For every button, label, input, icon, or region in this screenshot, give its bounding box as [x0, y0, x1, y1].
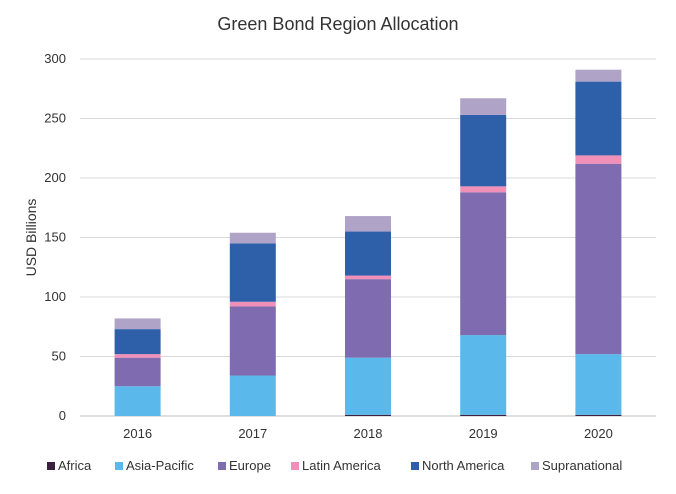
- bar-segment-europe: [114, 357, 161, 387]
- legend-swatch: [115, 462, 123, 470]
- legend-label: Supranational: [542, 458, 622, 473]
- x-tick-label: 2019: [469, 426, 498, 441]
- bar-segment-asia-pacific: [114, 386, 161, 416]
- legend-label: Latin America: [302, 458, 382, 473]
- bar-segment-supranational: [229, 232, 276, 244]
- bar-segment-europe: [575, 163, 622, 355]
- bar-segment-latin-america: [575, 155, 622, 164]
- bar-segment-supranational: [345, 216, 391, 232]
- bar-segment-supranational: [114, 318, 161, 330]
- y-tick-label: 300: [44, 51, 66, 66]
- y-tick-label: 250: [44, 111, 66, 126]
- bar-segment-asia-pacific: [575, 354, 622, 415]
- bar-segment-europe: [229, 306, 276, 376]
- legend-label: North America: [422, 458, 505, 473]
- bar-segment-latin-america: [345, 275, 391, 280]
- bar-segment-latin-america: [460, 186, 507, 193]
- bar-segment-asia-pacific: [460, 335, 507, 415]
- x-tick-label: 2018: [354, 426, 383, 441]
- y-axis-title: USD Billions: [23, 199, 39, 277]
- y-tick-label: 200: [44, 170, 66, 185]
- legend-swatch: [218, 462, 226, 470]
- y-tick-label: 150: [44, 230, 66, 245]
- legend-swatch: [411, 462, 419, 470]
- y-tick-label: 100: [44, 289, 66, 304]
- bar-segment-europe: [345, 279, 391, 358]
- bar-segment-asia-pacific: [345, 357, 391, 415]
- x-tick-label: 2016: [123, 426, 152, 441]
- bar-segment-africa: [345, 414, 391, 416]
- bar-segment-africa: [575, 414, 622, 416]
- legend-swatch: [531, 462, 539, 470]
- x-tick-label: 2017: [238, 426, 267, 441]
- y-tick-label: 50: [52, 349, 66, 364]
- chart-title: Green Bond Region Allocation: [217, 14, 459, 34]
- legend-label: Asia-Pacific: [126, 458, 194, 473]
- bar-segment-latin-america: [114, 354, 161, 358]
- bar-segment-north-america: [345, 231, 391, 276]
- legend-label: Africa: [58, 458, 92, 473]
- bar-segment-europe: [460, 192, 507, 336]
- bar-segment-latin-america: [229, 301, 276, 307]
- bar-segment-north-america: [114, 329, 161, 355]
- x-tick-label: 2020: [584, 426, 613, 441]
- bar-segment-north-america: [575, 81, 622, 156]
- y-tick-label: 0: [59, 408, 66, 423]
- bar-segment-africa: [460, 414, 507, 416]
- legend-swatch: [291, 462, 299, 470]
- legend-swatch: [47, 462, 55, 470]
- bar-segment-supranational: [575, 69, 622, 82]
- bar-segment-north-america: [460, 114, 507, 187]
- legend-label: Europe: [229, 458, 271, 473]
- bar-segment-supranational: [460, 98, 507, 115]
- bar-segment-north-america: [229, 243, 276, 302]
- bar-segment-asia-pacific: [229, 375, 276, 416]
